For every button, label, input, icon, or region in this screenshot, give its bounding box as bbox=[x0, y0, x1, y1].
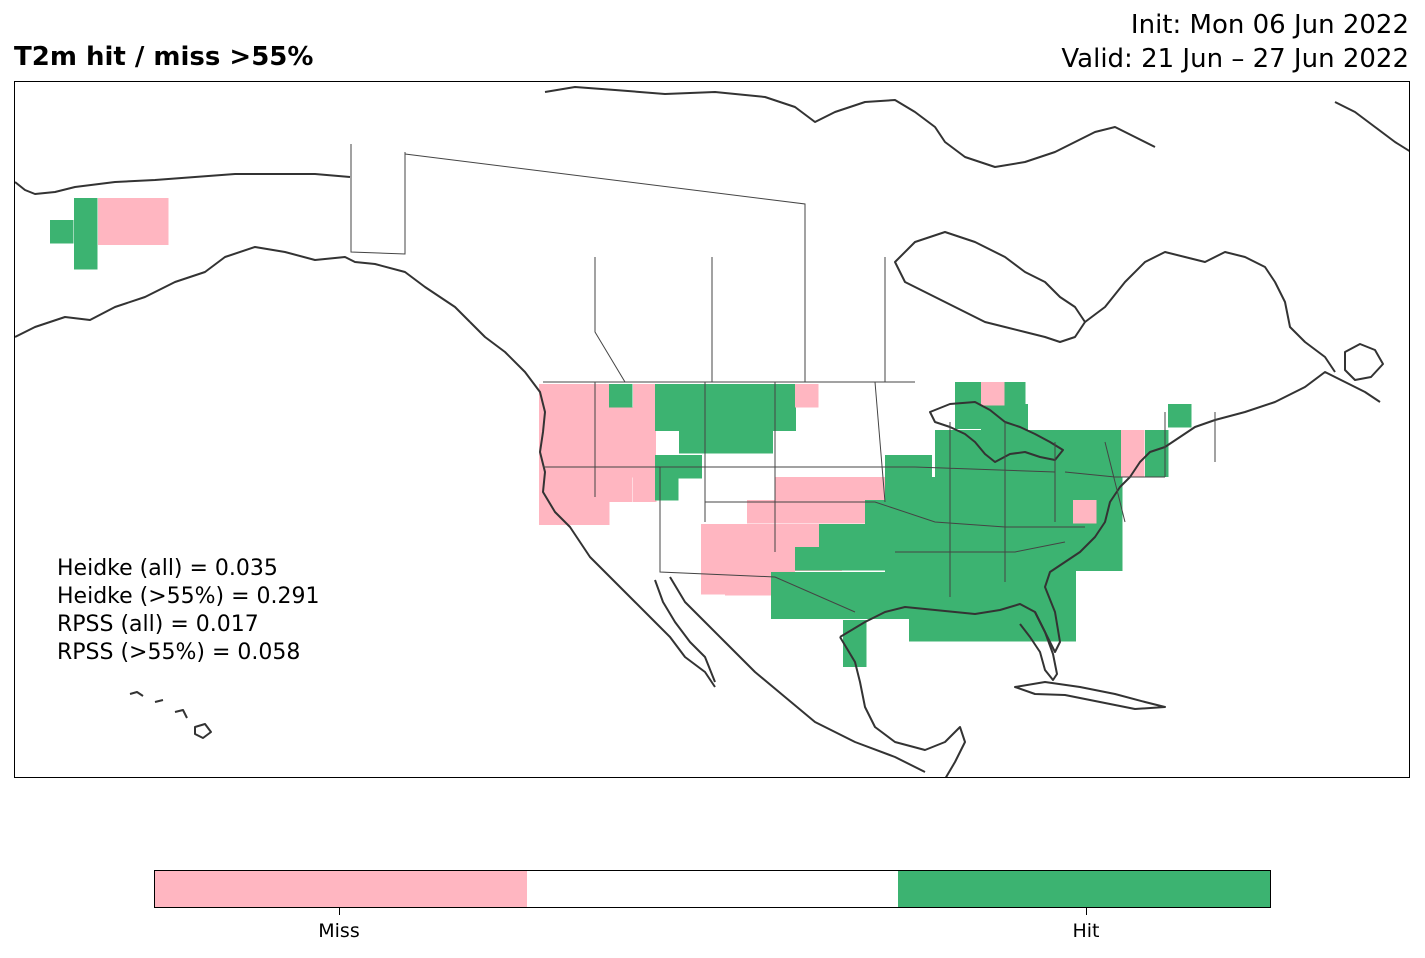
hit-cell bbox=[655, 384, 796, 431]
forecast-dates: Init: Mon 06 Jun 2022 Valid: 21 Jun – 27… bbox=[1061, 8, 1409, 76]
cuba bbox=[1014, 681, 1166, 710]
mexico-west bbox=[669, 576, 926, 773]
miss-cell bbox=[539, 384, 610, 525]
colorbar-miss-segment bbox=[155, 871, 527, 907]
valid-date: Valid: 21 Jun – 27 Jun 2022 bbox=[1061, 44, 1409, 74]
map-title: T2m hit / miss >55% bbox=[14, 42, 314, 72]
hit-cell bbox=[655, 477, 679, 501]
colorbar-neutral-segment bbox=[526, 871, 899, 907]
alaska-coast bbox=[15, 246, 471, 338]
colorbar-hit-segment bbox=[898, 871, 1271, 907]
alaska-north bbox=[15, 173, 351, 195]
newfoundland bbox=[1344, 343, 1384, 381]
miss-cell bbox=[775, 477, 893, 501]
mexico-gulf bbox=[839, 636, 966, 777]
miss-cell bbox=[633, 384, 657, 408]
great-lakes bbox=[929, 401, 1064, 463]
labrador bbox=[1084, 251, 1336, 373]
miss-cell bbox=[98, 198, 169, 245]
init-date: Init: Mon 06 Jun 2022 bbox=[1130, 10, 1409, 40]
arctic-islands bbox=[544, 86, 1156, 168]
hit-cell bbox=[50, 220, 74, 244]
colorbar-label-miss: Miss bbox=[318, 920, 360, 942]
heidke-all: Heidke (all) = 0.035 bbox=[57, 556, 278, 581]
gulf-coast bbox=[839, 371, 1381, 653]
skill-scores: Heidke (all) = 0.035 Heidke (>55%) = 0.2… bbox=[57, 555, 320, 667]
hit-cell bbox=[819, 594, 913, 618]
hawaii bbox=[129, 691, 212, 739]
baja bbox=[654, 579, 716, 683]
hit-miss-cells bbox=[50, 198, 1192, 667]
miss-cell bbox=[609, 455, 633, 502]
state-borders bbox=[350, 144, 1216, 613]
rpss-55: RPSS (>55%) = 0.058 bbox=[57, 640, 301, 665]
miss-cell bbox=[795, 384, 819, 408]
rpss-all: RPSS (all) = 0.017 bbox=[57, 612, 259, 637]
map-panel bbox=[14, 81, 1410, 778]
greenland bbox=[1334, 101, 1409, 152]
florida bbox=[1019, 611, 1058, 681]
hit-cell bbox=[1145, 430, 1169, 477]
miss-cell bbox=[747, 500, 888, 524]
heidke-55: Heidke (>55%) = 0.291 bbox=[57, 584, 320, 609]
hit-cell bbox=[1025, 524, 1072, 571]
hit-cell bbox=[702, 430, 749, 454]
hit-cell bbox=[935, 547, 1053, 571]
colorbar-label-hit: Hit bbox=[1072, 920, 1100, 942]
hit-cell bbox=[1168, 404, 1192, 428]
miss-cell bbox=[1121, 430, 1145, 477]
miss-cell bbox=[981, 382, 1005, 406]
coastlines bbox=[15, 86, 1409, 777]
hit-cell bbox=[609, 384, 633, 408]
colorbar-tick-hit bbox=[1086, 908, 1087, 915]
pacific-coast bbox=[469, 321, 716, 688]
colorbar-tick-miss bbox=[339, 908, 340, 915]
hit-cell bbox=[74, 246, 98, 270]
map-canvas bbox=[15, 86, 1409, 777]
hudson-bay bbox=[894, 231, 1086, 343]
miss-cell bbox=[1073, 500, 1097, 524]
miss-cell bbox=[633, 455, 657, 502]
hit-cell bbox=[819, 524, 866, 548]
colorbar bbox=[154, 870, 1271, 908]
miss-cell bbox=[725, 572, 772, 596]
